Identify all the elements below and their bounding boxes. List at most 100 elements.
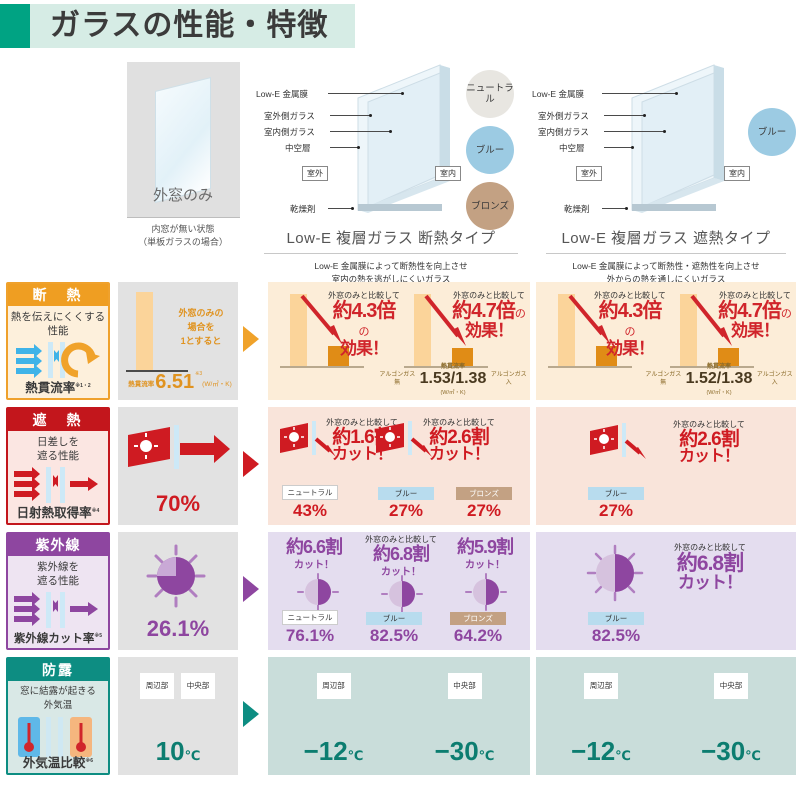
multiplier-suffix: の [780,308,792,320]
leader-line-outer [330,115,370,116]
shading-callout-blue: 外窓のみと比較して 約2.6割 カット！ [420,417,498,463]
bar-baseline [680,294,697,366]
leader-dot-inner [663,130,666,133]
sun-uv-blocked-icon [381,575,423,613]
uv-callout-blue: 外窓のみと比較して 約6.8割 カット！ [360,534,442,578]
tag-blue: ブルー [378,487,434,500]
insulation-result-panel: 外窓のみと比較して 約4.3倍の 効果！ 外窓のみと比較して 約4.7倍の [268,282,530,400]
multiplier-value: 約4.7倍 [718,300,782,322]
effect-text: 効果！ [465,321,514,340]
baseline-insulation-caption: 外窓のみの 場合を 1とすると [178,308,224,346]
leader-line-lowe [602,93,676,94]
cut-effect: カット！ [678,448,740,465]
red-down-arrow-icon [568,294,610,344]
page-title: ガラスの性能・特徴 [50,9,329,42]
multiplier-suffix: の [514,308,526,320]
shading-result-panel-insulation: 外窓のみと比較して 約4.3倍の 効果！ 外窓のみと比較して 約4.7倍の [536,282,796,400]
progression-arrow-condensation [243,701,259,727]
cut-value: 約2.6割 [429,427,489,448]
cut-effect: カット！ [381,567,421,578]
baseline-value-unit: (W/㎡・K) [202,380,232,388]
multiplier-value: 約4.3倍 [598,300,663,322]
condensation-edge-value-group: −12℃ [268,736,399,767]
shading-shading-result-panel: 外窓のみと比較して 約2.6割 カット！ ブルー 27% [536,407,796,525]
effect-text: 効果！ [340,339,389,358]
divider [126,217,240,218]
baseline-value-note: ※3 [195,371,203,377]
condensation-center-value: −30 [434,736,479,766]
u-value-title: 熱貫流率 [706,364,731,370]
pct-blue: 27% [598,501,634,520]
u-value-right-label: アルゴンガス入 [756,372,793,386]
leader-dot-cavity [631,146,634,149]
category-uv-title: 紫外線 [8,534,108,556]
leader-line-cavity [330,147,358,148]
metric-label: 日射熱取得率 [16,506,92,520]
category-uv-metric: 紫外線カット率※5 [8,630,108,646]
leader-dot-lowe [401,92,404,95]
bar-improved [328,346,349,366]
category-shading-title: 遮 熱 [8,409,108,431]
row-condensation: 防露 窓に結露が起きる 外気温 外気温比較※6 [0,657,800,779]
chip-bronze: ブロンズ [466,182,514,230]
effect-text: 効果！ [731,321,780,340]
tag-bronze: ブロンズ [450,612,506,625]
shading-insulation-result-panel: 外窓のみと比較して 約1.6割 カット！ ニュートラル 43% [268,407,530,525]
baseline-condensation-value-group: 10℃ [118,736,238,767]
ground-line [670,366,754,368]
sun-uv-blocked-icon [297,573,339,611]
multiplier-value: 約4.7倍 [452,300,516,322]
baseline-bar [136,292,153,370]
category-insulation-title: 断 熱 [8,284,108,306]
uv-value-neutral: ニュートラル 76.1% [282,610,338,646]
compare-note: 外窓のみと比較して [674,543,746,552]
insulation-glass-diagram: Low-E 金属膜 室外側ガラス 室内側ガラス 中空層 室外 室内 乾燥剤 [250,60,532,225]
bar-baseline [290,294,307,366]
baseline-uv: 26.1% [118,532,238,650]
category-condensation-metric: 外気温比較※6 [8,752,108,771]
pct-neutral: 76.1% [285,626,335,645]
leader-dot-cavity [357,146,360,149]
sun-block-icon [376,421,432,457]
u-value-unit: (W/㎡・K) [440,390,466,396]
uv-value-blue: ブルー 82.5% [366,612,422,646]
u-value-left-label: アルゴンガス無 [379,372,416,386]
category-uv: 紫外線 紫外線を 遮る性能 [6,532,110,650]
shading-callout-2: 外窓のみと比較して 約4.7倍の 効果！ [718,290,792,339]
row-solar-shading: 遮 熱 日差しを 遮る性能 [0,407,800,529]
category-shading-metric: 日射熱取得率※4 [8,502,108,521]
metric-note: ※5 [94,633,103,640]
sun-uv-icon [146,544,206,608]
insulation-column-title: Low-E 複層ガラス 断熱タイプ [286,230,496,247]
multiplier-suffix: の [358,326,370,338]
cut-effect: カット！ [678,573,743,592]
bar-improved [718,348,739,366]
multiplier-line: 約4.3倍の [594,301,666,340]
cut-effect: カット！ [428,446,490,463]
shading-desc-line2: 外からの熱を通しにくいガラス [606,274,726,284]
baseline-shading-value: 70% [155,491,201,516]
metric-note: ※6 [85,757,94,764]
u-value-right-label: アルゴンガス入 [490,372,527,386]
header-background [0,4,355,48]
sun-heat-transmission-icon [128,425,230,469]
multiplier-line: 約4.7倍の [452,301,526,322]
tag-outside: 室外 [302,166,328,181]
category-insulation: 断 熱 熱を伝えにくくする性能 [6,282,110,400]
metric-label: 外気温比較 [22,756,86,770]
multiplier-line: 約4.7倍の [718,301,792,322]
shading-glass-diagram: Low-E 金属膜 室外側ガラス 室内側ガラス 中空層 室外 室内 乾燥剤 [532,60,800,225]
cut-value: 約6.6割 [285,537,343,557]
shading-column-title: Low-E 複層ガラス 遮熱タイプ [561,230,771,247]
glass-types-panel: 外窓のみ 内窓が無い状態 （単板ガラスの場合） Low-E 金属膜 室外側ガラス… [0,52,800,284]
pct-bronze: 27% [466,501,502,520]
leader-line-desiccant [602,208,626,209]
shading-value-neutral: ニュートラル 43% [282,485,338,521]
column-shading-type: Low-E 金属膜 室外側ガラス 室内側ガラス 中空層 室外 室内 乾燥剤 Lo… [532,60,800,286]
thermometer-compare-icon [8,715,108,759]
sun-block-icon [280,421,336,457]
leader-dot-inner [389,130,392,133]
leader-dot-outer [369,114,372,117]
red-down-arrow-icon [690,294,732,346]
metric-label: 熱貫流率 [25,381,76,395]
